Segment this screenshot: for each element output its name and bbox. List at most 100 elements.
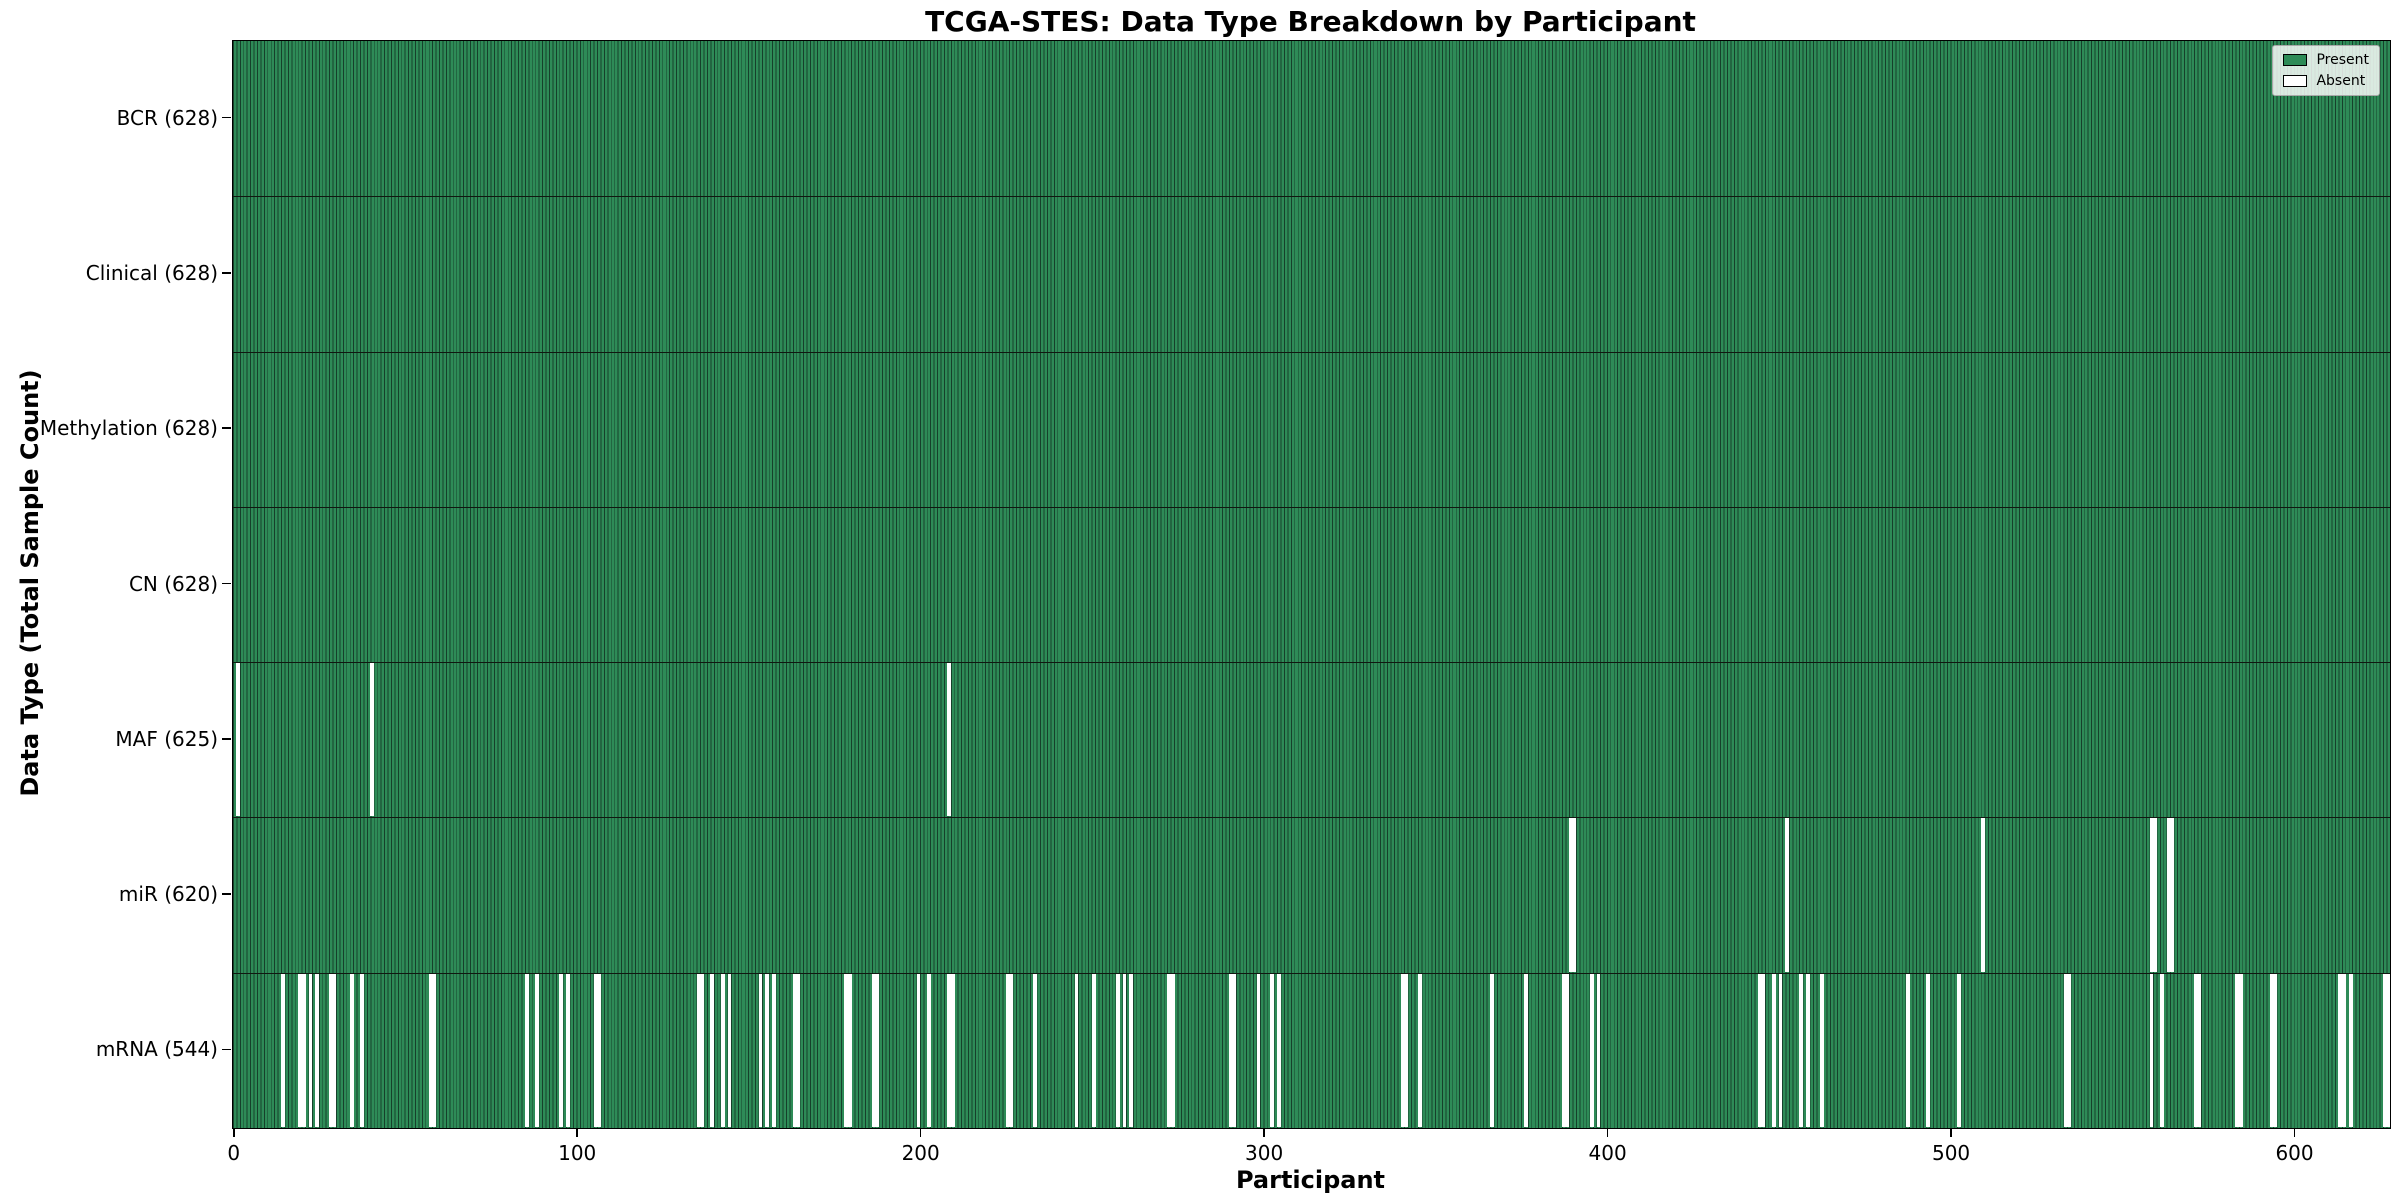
x-tick	[1950, 1128, 1952, 1137]
x-tick	[232, 1128, 235, 1137]
row-separator	[233, 817, 2390, 819]
absent-gap-mrna-106	[597, 973, 601, 1127]
absent-gap-mrna-388	[1565, 973, 1570, 1127]
absent-gap-mrna-593	[2269, 973, 2274, 1127]
absent-gap-mrna-534	[2067, 973, 2071, 1127]
absent-gap-mir-563	[2166, 818, 2171, 972]
absent-gap-mrna-583	[2235, 973, 2240, 1127]
data-row-bcr	[233, 41, 2390, 197]
absent-gap-mir-564	[2170, 818, 2174, 972]
row-separator	[233, 506, 2390, 508]
absent-gap-mrna-261	[1129, 973, 1134, 1127]
absent-gap-mrna-233	[1033, 973, 1038, 1127]
absent-gap-mrna-250	[1091, 973, 1096, 1127]
data-row-cn	[233, 506, 2390, 663]
legend-label-present: Present	[2316, 52, 2369, 68]
y-tick	[222, 1048, 231, 1051]
absent-gap-mrna-345	[1417, 973, 1422, 1127]
y-tick-label-mir: miR (620)	[118, 882, 218, 907]
absent-gap-mrna-14	[281, 973, 285, 1127]
absent-gap-mrna-88	[535, 973, 540, 1127]
absent-gap-mrna-155	[765, 973, 770, 1127]
y-tick-label-clinical: Clinical (628)	[85, 260, 218, 285]
absent-gap-mrna-616	[2348, 973, 2353, 1127]
absent-gap-mrna-34	[349, 973, 354, 1127]
absent-gap-maf-40	[370, 663, 375, 817]
absent-gap-mrna-105	[593, 973, 598, 1127]
absent-gap-mrna-142	[720, 973, 725, 1127]
x-tick-label-0: 0	[227, 1141, 241, 1165]
absent-gap-mrna-272	[1167, 973, 1172, 1127]
y-tick-label-bcr: BCR (628)	[116, 105, 218, 130]
absent-gap-mrna-291	[1232, 973, 1237, 1127]
data-row-clinical	[233, 196, 2390, 352]
absent-gap-mrna-444	[1758, 973, 1762, 1127]
x-tick-label-100: 100	[558, 1141, 597, 1165]
absent-gap-mrna-163	[792, 973, 797, 1127]
absent-gap-mrna-29	[332, 973, 337, 1127]
absent-gap-mrna-28	[329, 973, 333, 1127]
absent-gap-mrna-561	[2159, 973, 2164, 1127]
absent-gap-mrna-135	[696, 973, 701, 1127]
absent-gap-mrna-298	[1256, 973, 1261, 1127]
x-tick-label-400: 400	[1588, 1141, 1627, 1165]
absent-gap-mrna-290	[1229, 973, 1233, 1127]
absent-gap-mrna-97	[566, 973, 570, 1127]
absent-gap-mrna-584	[2238, 973, 2243, 1127]
absent-gap-mrna-397	[1596, 973, 1601, 1127]
absent-gap-mrna-445	[1761, 973, 1766, 1127]
y-tick	[222, 116, 231, 119]
absent-gap-mrna-627	[2386, 973, 2391, 1127]
absent-gap-mrna-387	[1562, 973, 1567, 1127]
y-tick	[222, 582, 231, 585]
absent-gap-mrna-259	[1122, 973, 1127, 1127]
legend-item-absent: Absent	[2283, 73, 2369, 89]
absent-gap-mir-452	[1785, 818, 1790, 972]
absent-gap-mrna-37	[360, 973, 364, 1127]
absent-gap-mrna-157	[772, 973, 777, 1127]
absent-gap-mrna-456	[1799, 973, 1804, 1127]
row-separator	[233, 662, 2390, 664]
absent-gap-mir-559	[2153, 818, 2157, 972]
absent-gap-mrna-225	[1005, 973, 1010, 1127]
absent-gap-mrna-614	[2341, 973, 2346, 1127]
absent-gap-mrna-164	[796, 973, 801, 1127]
y-tick	[222, 893, 231, 895]
y-tick-label-maf: MAF (625)	[115, 726, 218, 751]
absent-gap-mrna-95	[559, 973, 564, 1127]
y-tick	[222, 427, 231, 429]
y-tick	[222, 272, 231, 274]
absent-gap-mrna-558	[2149, 973, 2154, 1127]
absent-gap-mrna-395	[1589, 973, 1594, 1127]
absent-gap-mrna-257	[1115, 973, 1120, 1127]
data-row-methylation	[233, 351, 2390, 507]
absent-gap-mrna-245	[1074, 973, 1079, 1127]
absent-gap-mrna-450	[1778, 973, 1783, 1127]
x-tick	[576, 1128, 578, 1137]
x-tick	[919, 1128, 922, 1137]
absent-gap-mrna-571	[2194, 973, 2199, 1127]
absent-gap-mir-558	[2149, 818, 2154, 972]
x-tick-label-500: 500	[1931, 1141, 1971, 1165]
absent-gap-mrna-20	[301, 973, 306, 1127]
x-axis-label: Participant	[1235, 1166, 1386, 1194]
absent-gap-mir-509	[1981, 818, 1986, 972]
y-tick-label-methylation: Methylation (628)	[39, 416, 218, 441]
absent-gap-mrna-594	[2273, 973, 2278, 1127]
absent-gap-mrna-626	[2383, 973, 2387, 1127]
absent-gap-mrna-366	[1490, 973, 1494, 1127]
legend-swatch-absent-icon	[2283, 75, 2308, 87]
absent-gap-mrna-199	[916, 973, 921, 1127]
absent-gap-mrna-136	[700, 973, 704, 1127]
absent-gap-mrna-22	[308, 973, 313, 1127]
chart-title: TCGA-STES: Data Type Breakdown by Partic…	[925, 5, 1696, 38]
absent-gap-maf-1	[236, 663, 241, 817]
row-separator	[233, 196, 2390, 198]
legend-swatch-present-icon	[2283, 54, 2308, 66]
absent-gap-mrna-202	[926, 973, 931, 1127]
absent-gap-mrna-502	[1957, 973, 1962, 1127]
x-tick	[2293, 1128, 2296, 1137]
plot-area: Present Absent	[232, 40, 2391, 1129]
absent-gap-mrna-144	[727, 973, 732, 1127]
